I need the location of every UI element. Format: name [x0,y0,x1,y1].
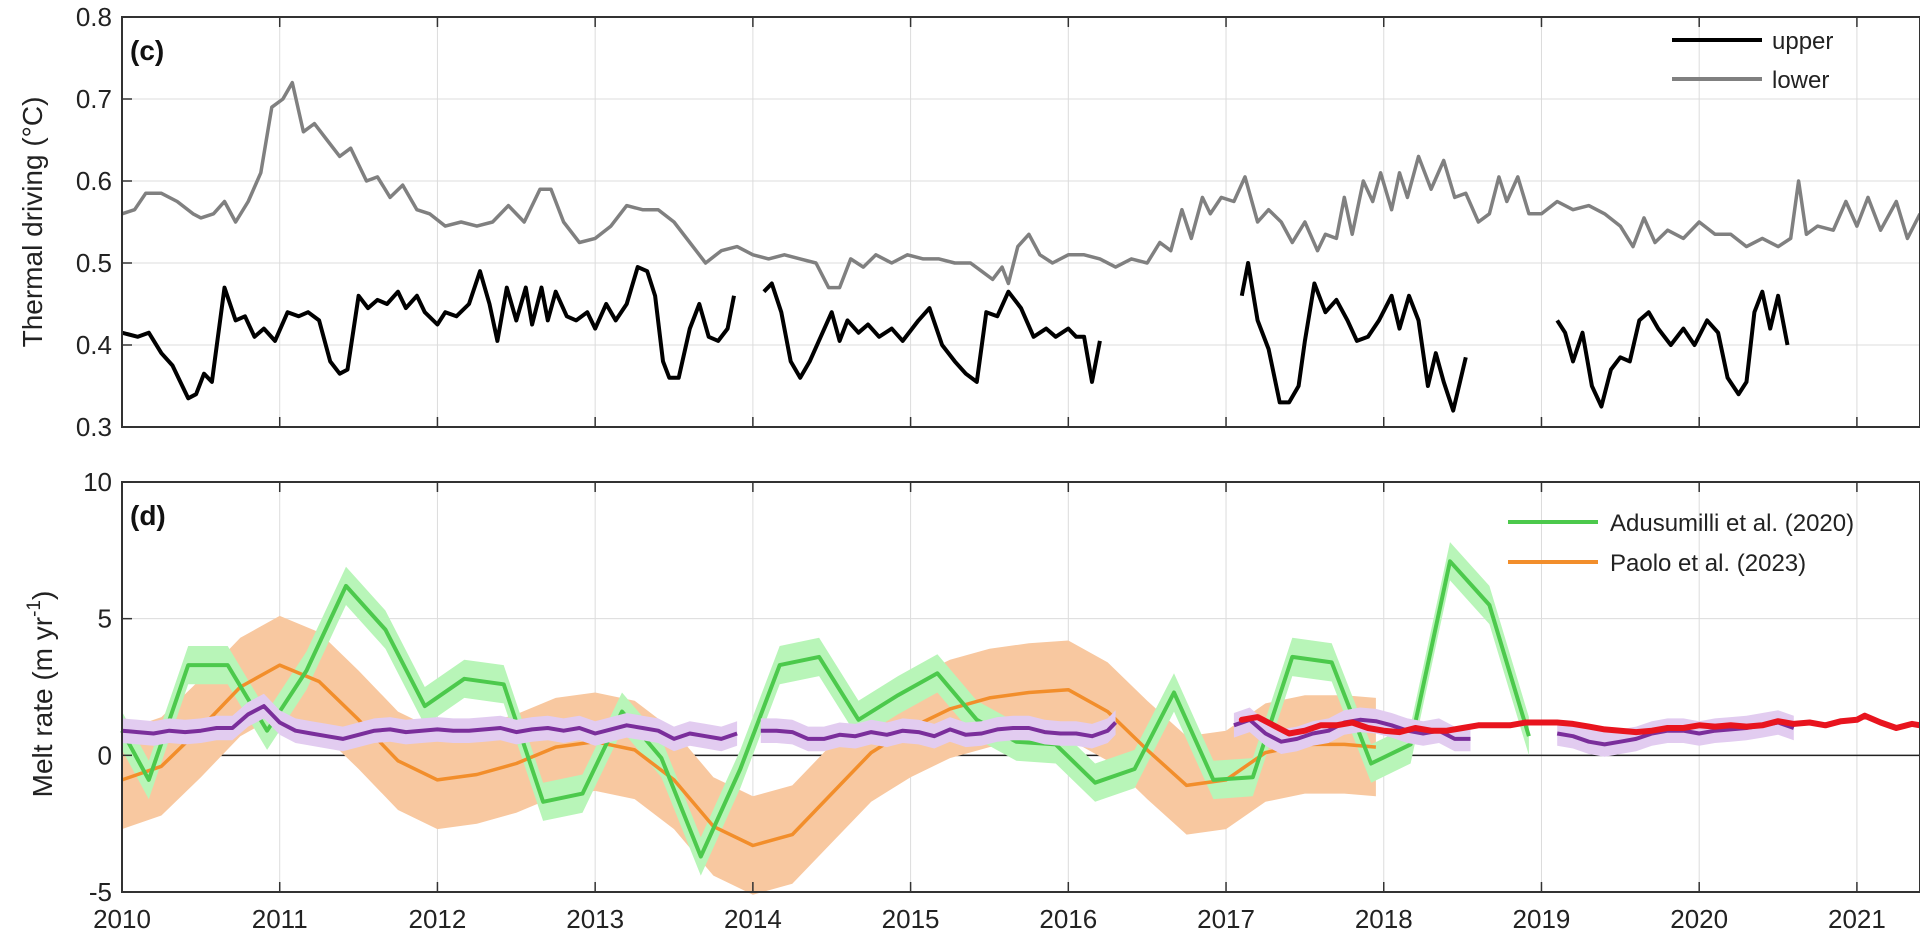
series-line-red [1238,712,1920,737]
panel-d-series [120,542,1920,895]
x-tick-label-2021: 2021 [1828,904,1886,934]
x-axis-tick-labels: 2010 2011 2012 2013 2014 2015 2016 2017 2018 2019… [93,904,1886,934]
x-tick-label-2016: 2016 [1039,904,1097,934]
panel-d-y-tick-label-0: -5 [89,877,112,907]
x-tick-label-2017: 2017 [1197,904,1255,934]
panel-c-y-ticks: 0.3 0.4 0.5 0.6 0.7 0.8 [76,2,132,442]
series-line-upper-segment-0 [121,265,736,401]
x-tick-label-2012: 2012 [409,904,467,934]
series-line-upper-segment-1 [762,281,1102,384]
panel-d-frame [121,481,1920,893]
series-band-purple-segment-2 [1233,707,1471,754]
legend-label-lower: lower [1772,67,1829,94]
panel-d-y-ticks: -5 0 5 10 [83,467,132,907]
panel-c-frame [121,16,1920,428]
series-line-adusumilli [120,559,1531,859]
x-tick-label-2013: 2013 [566,904,624,934]
series-line-upper-segment-2 [1239,261,1468,413]
panel-c-legend: upper lower [1672,28,1833,94]
panel-c-thermal-driving: 0.3 0.4 0.5 0.6 0.7 0.8 (c) Thermal driving (… [17,2,1920,442]
panel-c-y-axis-title: Thermal driving (°C) [17,97,48,348]
x-tick-label-2010: 2010 [93,904,151,934]
panel-c-label: (c) [130,35,164,66]
panel-c-x-ticks [121,17,1858,427]
panel-d-y-axis-title: Melt rate (m yr-1) [24,591,58,798]
series-line-paolo [121,663,1377,848]
panel-d-y-tick-label-3: 10 [83,467,112,497]
panel-c-y-tick-label-3: 0.6 [76,166,112,196]
series-line-upper-segment-3 [1555,289,1790,409]
series-band-purple-segment-1 [760,710,1116,752]
panel-c-y-tick-label-1: 0.4 [76,330,112,360]
legend-label-paolo: Paolo et al. (2023) [1610,550,1806,577]
panel-c-y-tick-label-2: 0.5 [76,248,112,278]
panel-d-legend: Adusumilli et al. (2020) Paolo et al. (2… [1508,510,1854,577]
series-line-purple-segment-0 [121,704,738,741]
legend-label-upper: upper [1772,28,1833,55]
panel-c-y-tick-label-5: 0.8 [76,2,112,32]
panel-d-label: (d) [130,500,166,531]
panel-d-y-tick-label-1: 0 [98,740,112,770]
panel-c-series [121,80,1920,413]
panel-d-y-tick-label-2: 5 [98,604,112,634]
x-tick-label-2020: 2020 [1670,904,1728,934]
panel-d-y-axis-title-close: ) [27,591,58,600]
panel-d-y-axis-title-main: Melt rate (m yr [27,617,58,797]
series-line-purple-segment-1 [760,721,1118,741]
panel-d-y-axis-title-sup: -1 [24,600,45,617]
x-tick-label-2014: 2014 [724,904,782,934]
panel-c-y-tick-label-0: 0.3 [76,412,112,442]
panel-c-y-tick-label-4: 0.7 [76,84,112,114]
panel-d-melt-rate: -5 0 5 10 (d) Melt rate (m yr-1) Adusumilli… [24,467,1920,907]
x-tick-label-2015: 2015 [882,904,940,934]
x-tick-label-2018: 2018 [1355,904,1413,934]
panel-d-x-ticks [121,482,1858,892]
series-line-lower [121,80,1920,290]
series-band-purple-segment-3 [1557,710,1794,757]
x-tick-label-2019: 2019 [1513,904,1571,934]
series-band-paolo [122,615,1376,895]
legend-label-adusumilli: Adusumilli et al. (2020) [1610,510,1854,537]
x-tick-label-2011: 2011 [252,904,308,934]
series-band-purple-segment-0 [122,693,738,752]
